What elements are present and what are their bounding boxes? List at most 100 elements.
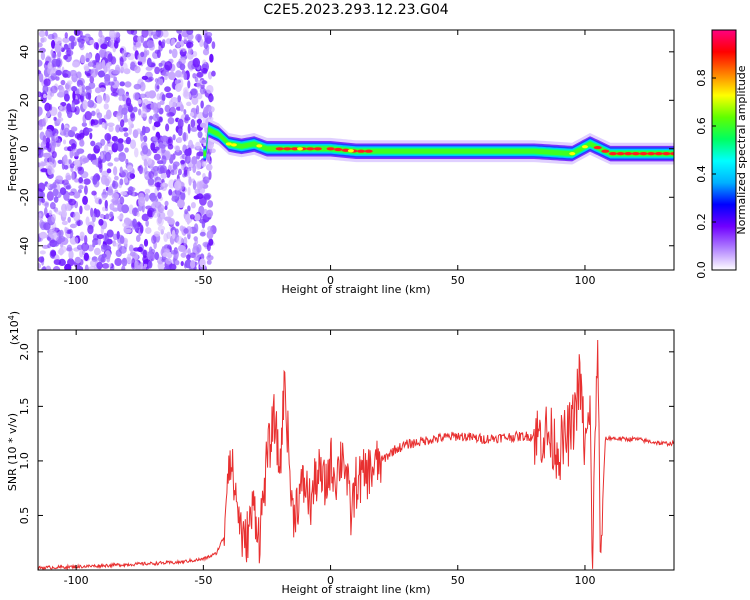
- spectrogram-noise-cell: [141, 75, 149, 81]
- spectrogram-noise-cell: [132, 44, 138, 52]
- snr-x-tick-label: -50: [194, 574, 212, 587]
- spectrogram-noise-cell: [112, 166, 118, 176]
- spectrogram-noise-cell: [78, 85, 83, 94]
- spectrogram-noise-cell: [108, 263, 112, 268]
- spectrogram-noise-cell: [106, 168, 112, 174]
- spectrogram-noise-cell: [207, 200, 214, 208]
- spectrogram-noise-cell: [168, 217, 175, 226]
- colorbar-label: Normalized spectral amplitude: [735, 65, 748, 234]
- spectrogram-noise-cell: [42, 265, 47, 270]
- spectrogram-noise-cell: [116, 230, 120, 240]
- spectrogram-peak-cell: [647, 152, 656, 156]
- spectrogram-noise-cell: [47, 147, 52, 152]
- spectrogram-noise-cell: [160, 172, 167, 179]
- spectrogram-noise-cell: [164, 200, 169, 207]
- spectrogram-noise-cell: [71, 61, 80, 68]
- spectrogram-peak-cell: [326, 147, 335, 151]
- spectrogram-noise-cell: [164, 86, 171, 93]
- spectrogram-noise-cell: [79, 205, 83, 215]
- spectrogram-noise-cell: [100, 226, 104, 235]
- spectrogram-noise-cell: [121, 49, 127, 57]
- spectrogram-noise-cell: [66, 244, 72, 251]
- spectrogram-noise-cell: [84, 264, 89, 270]
- spectrogram-noise-cell: [51, 213, 56, 223]
- spectrogram-noise-cell: [70, 40, 75, 50]
- spectrogram-noise-cell: [174, 228, 179, 235]
- spectrogram-noise-cell: [77, 166, 83, 171]
- spectrogram-noise-cell: [176, 30, 183, 34]
- spectrogram-noise-cell: [58, 85, 65, 96]
- spectrogram-noise-cell: [208, 106, 215, 113]
- spectrogram-noise-cell: [113, 157, 120, 162]
- spectrogram-noise-cell: [63, 93, 70, 102]
- spectrogram-noise-cell: [205, 163, 213, 171]
- spectrogram-noise-cell: [192, 57, 201, 68]
- spectrogram-noise-cell: [123, 177, 129, 184]
- spectrogram-y-tick-label: 40: [18, 45, 31, 59]
- spectrogram-noise-cell: [48, 229, 57, 239]
- spectrogram-noise-cell: [134, 223, 139, 232]
- spectrogram-noise-cell: [45, 128, 53, 138]
- spectrogram-noise-cell: [206, 230, 214, 240]
- spectrogram-noise-cell: [117, 138, 124, 144]
- spectrogram-noise-cell: [84, 204, 91, 211]
- spectrogram-noise-cell: [119, 196, 125, 205]
- spectrogram-frame: [37, 29, 675, 271]
- spectrogram-noise-cell: [170, 96, 178, 103]
- spectrogram-noise-cell: [76, 79, 83, 88]
- colorbar-tick-label: 0.0: [695, 261, 708, 279]
- spectrogram-noise-cell: [202, 176, 210, 184]
- spectrogram-noise-cell: [137, 196, 146, 207]
- spectrogram-noise-cell: [108, 81, 115, 86]
- spectrogram-noise-cell: [137, 246, 143, 253]
- spectrogram-noise-cell: [63, 164, 69, 170]
- snr-x-tick-label: -100: [64, 574, 89, 587]
- spectrogram-noise-cell: [195, 160, 202, 170]
- spectrogram-noise-cell: [158, 40, 162, 46]
- spectrogram-noise-cell: [103, 232, 107, 243]
- spectrogram-noise-cell: [50, 250, 57, 257]
- spectrogram-noise-cell: [83, 185, 88, 195]
- spectrogram-noise-cell: [143, 135, 148, 143]
- snr-frame: [37, 329, 675, 571]
- spectrogram-noise-cell: [76, 244, 84, 251]
- spectrogram-noise-cell: [38, 106, 43, 116]
- spectrogram-noise-cell: [44, 115, 48, 123]
- spectrogram-noise-cell: [68, 159, 72, 165]
- spectrogram-noise-cell: [163, 265, 171, 270]
- spectrogram-x-tick-label: -50: [194, 274, 212, 287]
- spectrogram-noise-cell: [164, 205, 168, 210]
- spectrogram-noise-cell: [164, 248, 171, 254]
- spectrogram-noise-cell: [199, 38, 204, 48]
- spectrogram-noise-cell: [113, 175, 119, 181]
- spectrogram-noise-cell: [132, 92, 140, 101]
- spectrogram-noise-cell: [154, 66, 160, 75]
- spectrogram-noise-cell: [97, 237, 102, 246]
- spectrogram-noise-cell: [116, 142, 124, 152]
- spectrogram-noise-cell: [127, 253, 131, 262]
- spectrogram-noise-cell: [118, 245, 127, 254]
- spectrogram-noise-cell: [45, 265, 52, 270]
- spectrogram-noise-cell: [152, 200, 157, 206]
- spectrogram-noise-cell: [196, 243, 202, 253]
- spectrogram-noise-cell: [51, 151, 57, 159]
- spectrogram-noise-cell: [187, 205, 191, 212]
- spectrogram-noise-cell: [109, 39, 114, 49]
- spectrogram-noise-cell: [40, 161, 47, 167]
- spectrogram-peak-cell: [225, 142, 232, 146]
- spectrogram-noise-cell: [189, 252, 197, 259]
- spectrogram-noise-cell: [192, 73, 197, 79]
- spectrogram-noise-cell: [187, 80, 191, 89]
- spectrogram-noise-cell: [68, 35, 76, 42]
- snr-y-tick-label: 0.5: [18, 507, 31, 525]
- spectrogram-noise-cell: [104, 133, 112, 141]
- spectrogram-noise-cell: [38, 70, 42, 75]
- spectrogram-noise-cell: [180, 159, 186, 165]
- spectrogram-noise-cell: [172, 164, 178, 171]
- snr-x-tick-label: 50: [451, 574, 465, 587]
- spectrogram-noise-cell: [119, 81, 125, 87]
- spectrogram-noise-cell: [42, 152, 51, 158]
- spectrogram-noise-cell: [160, 135, 169, 142]
- spectrogram-noise-cell: [199, 258, 206, 268]
- spectrogram-noise-cell: [38, 256, 45, 263]
